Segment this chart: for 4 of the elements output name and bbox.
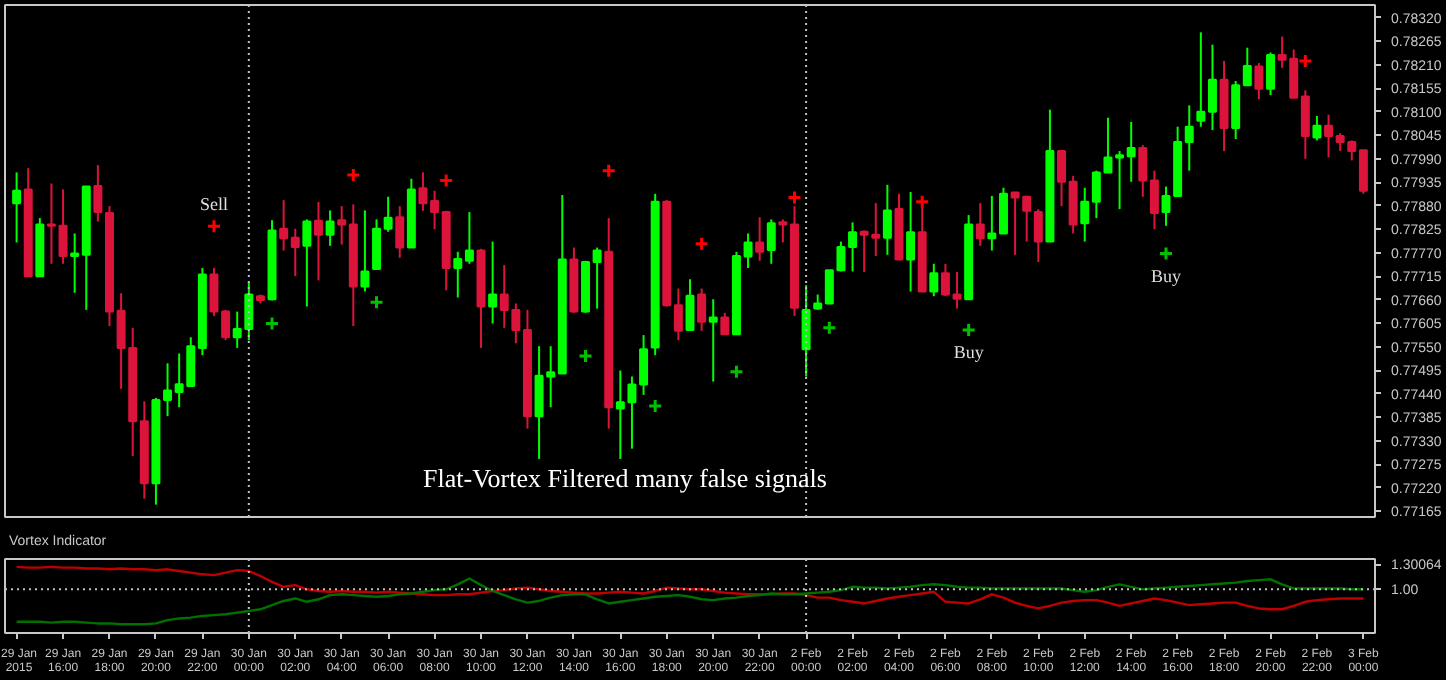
data-label: Buy [1151, 265, 1183, 286]
data-label: Buy [953, 341, 985, 362]
data-label: Sell [199, 194, 229, 215]
annotation: Flat-Vortex Filtered many false signals [423, 463, 827, 493]
